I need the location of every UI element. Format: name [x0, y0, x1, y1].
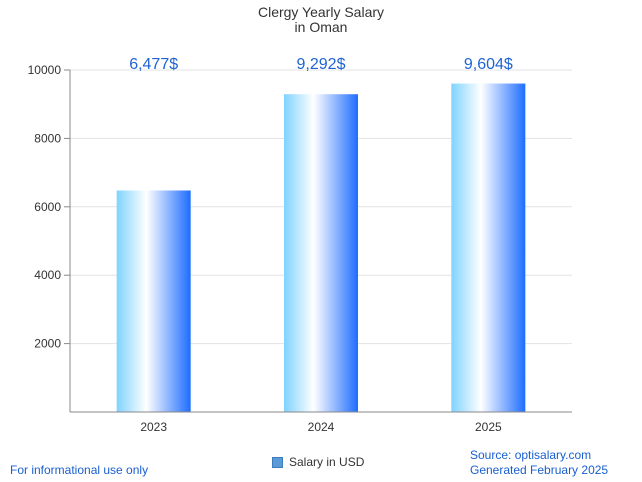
data-labels: 6,477$ 9,292$ 9,604$	[129, 56, 513, 73]
chart-subtitle: in Oman	[294, 19, 348, 35]
bars	[116, 83, 526, 413]
x-tick-label: 2023	[140, 420, 167, 434]
chart-title: Clergy Yearly Salary	[257, 4, 385, 20]
x-tick-label: 2024	[308, 420, 335, 434]
y-tick-label: 6000	[34, 200, 61, 214]
y-tick-label: 4000	[34, 268, 61, 282]
legend-swatch	[272, 456, 283, 468]
legend[interactable]: Salary in USD	[272, 455, 364, 469]
source-info: Source: optisalary.com Generated Februar…	[470, 448, 608, 478]
bar-2025	[451, 83, 526, 412]
y-tick-label: 2000	[34, 337, 61, 351]
disclaimer-text: For informational use only	[10, 463, 149, 477]
x-tick-label: 2025	[475, 420, 502, 434]
bar-2024	[284, 94, 358, 413]
bar-2023	[116, 190, 191, 412]
generated-date: Generated February 2025	[470, 463, 609, 477]
data-label: 6,477$	[129, 56, 178, 73]
legend-label: Salary in USD	[289, 455, 365, 469]
tick-labels: 2000 4000 6000 8000 10000 2023 2024 2025	[28, 63, 502, 434]
y-tick-label: 10000	[28, 63, 62, 77]
y-tick-label: 8000	[34, 131, 61, 145]
data-label: 9,292$	[297, 56, 346, 73]
data-label: 9,604$	[464, 56, 513, 73]
source-link[interactable]: Source: optisalary.com	[470, 448, 592, 462]
axes	[64, 69, 572, 413]
